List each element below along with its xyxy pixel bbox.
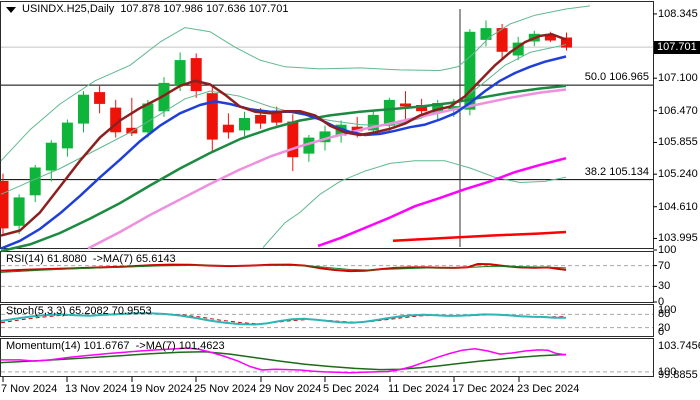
price-axis-label: 105.240 — [658, 168, 698, 181]
ohlc-readout: 107.878 107.986 107.636 107.701 — [120, 3, 289, 15]
ma-pink — [87, 88, 567, 250]
rsi-line — [0, 263, 567, 273]
ma-red-slow — [392, 230, 567, 243]
stoch-main-line — [0, 312, 566, 326]
time-axis-label: 5 Dec 2024 — [323, 383, 380, 395]
time-axis-label: 13 Nov 2024 — [65, 383, 128, 395]
momentum-line — [1, 347, 567, 374]
candle-up — [61, 122, 73, 149]
candle-down — [0, 180, 9, 229]
candle-up — [480, 28, 492, 40]
time-axis-label: 29 Nov 2024 — [259, 383, 322, 395]
momentum-panel[interactable] — [0, 338, 654, 377]
price-axis-label: 105.855 — [658, 136, 698, 149]
rsi-label: RSI(14) 61.8080 ->MA(7) 65.6143 — [6, 253, 176, 265]
rsi-level-label: 30 — [658, 280, 671, 293]
stoch-level-label: 20 — [658, 321, 671, 334]
time-axis-label: 17 Dec 2024 — [452, 383, 515, 395]
candle-up — [45, 142, 57, 171]
candle-up — [13, 197, 25, 226]
fib-level-label: 50.0 106.965 — [584, 71, 649, 84]
chart-titlebar: USINDX.H25,Daily 107.878 107.986 107.636… — [6, 3, 289, 15]
candle-down — [190, 58, 202, 92]
bollinger-lower — [262, 160, 567, 248]
rsi-level-label: 0 — [658, 296, 665, 308]
candle-down — [255, 114, 267, 124]
price-axis-label: 108.345 — [658, 7, 698, 20]
stoch-level-label: 80 — [658, 308, 671, 321]
time-axis-label: 23 Dec 2024 — [517, 383, 580, 395]
price-axis-label: 107.100 — [658, 72, 698, 85]
candle-down — [496, 28, 508, 52]
momentum-min-label: 99.8855 — [658, 368, 698, 381]
stoch-level-label: 0 — [658, 326, 665, 338]
candle-down — [126, 127, 138, 134]
candle-down — [287, 121, 299, 158]
candle-up — [142, 103, 154, 133]
rsi-level-label: 70 — [658, 259, 671, 272]
time-axis-label: 25 Nov 2024 — [194, 383, 257, 395]
ma-blue — [0, 55, 567, 250]
candle-up — [367, 114, 379, 131]
symbol-dropdown-icon[interactable] — [6, 6, 16, 13]
candle-down — [222, 124, 234, 133]
candle-down — [544, 35, 556, 41]
candle-up — [78, 94, 89, 124]
time-axis-label: 11 Dec 2024 — [388, 383, 450, 395]
momentum-label: Momentum(14) 101.6767 ->MA(7) 101.4623 — [6, 340, 225, 352]
stoch-level-label: 100 — [658, 304, 677, 316]
candle-down — [206, 93, 218, 140]
momentum-level-label: 100 — [658, 365, 677, 378]
price-axis-label: 104.610 — [658, 200, 698, 213]
time-axis-label: 7 Nov 2024 — [1, 383, 58, 395]
ma-fast — [0, 33, 567, 237]
candle-up — [464, 31, 476, 110]
stochastic-label: Stoch(5,3,3) 65.2082 70.9553 — [6, 305, 152, 317]
momentum-ma-line — [0, 351, 567, 371]
rsi-panel[interactable] — [0, 251, 654, 303]
candle-up — [383, 99, 395, 126]
bollinger-upper — [0, 5, 591, 162]
ma-magenta — [317, 156, 567, 248]
candle-down — [561, 37, 572, 48]
price-axis-label: 106.470 — [658, 104, 698, 117]
symbol-title: USINDX.H25,Daily — [22, 3, 115, 15]
current-price-tag: 107.701 — [654, 40, 700, 54]
candle-down — [94, 92, 106, 104]
rsi-level-label: 100 — [658, 244, 677, 256]
rsi-ma-line — [0, 264, 567, 273]
candle-down — [271, 112, 283, 123]
momentum-max-label: 103.7456 — [658, 340, 700, 352]
candle-up — [239, 118, 250, 131]
fib-level-label: 38.2 105.134 — [584, 165, 649, 178]
price-axis-label: 103.995 — [658, 232, 698, 245]
time-axis-label: 19 Nov 2024 — [130, 383, 193, 395]
candle-down — [400, 103, 411, 107]
